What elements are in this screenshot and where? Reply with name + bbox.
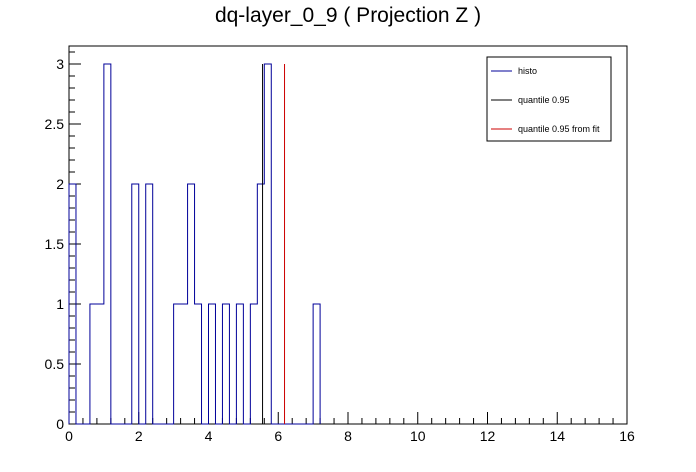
legend-entry-label: quantile 0.95 from fit (518, 124, 600, 134)
chart-title: dq-layer_0_9 ( Projection Z ) (214, 4, 482, 27)
axes: 0 2 4 6 8 10 12 14 16 0 0.5 1 1.5 2 2.5 3 (45, 45, 635, 444)
y-tick-label: 1 (56, 296, 64, 312)
x-tick-label: 10 (410, 428, 426, 444)
x-tick-label: 12 (480, 428, 496, 444)
y-tick-label: 3 (56, 56, 64, 72)
y-tick-label: 0.5 (45, 356, 65, 372)
y-tick-label: 2.5 (45, 116, 65, 132)
y-tick-label: 2 (56, 176, 64, 192)
legend-entry-label: quantile 0.95 (518, 95, 570, 105)
legend-entry-label: histo (518, 66, 537, 76)
x-tick-label: 0 (65, 428, 73, 444)
x-tick-label: 8 (344, 428, 352, 444)
x-tick-label: 16 (619, 428, 635, 444)
legend: histo quantile 0.95 quantile 0.95 from fit (486, 56, 612, 142)
series-layer (68, 63, 321, 425)
x-tick-label: 14 (549, 428, 565, 444)
x-tick-label: 4 (205, 428, 213, 444)
y-tick-label: 1.5 (45, 236, 65, 252)
y-tick-label: 0 (56, 416, 64, 432)
x-tick-label: 2 (135, 428, 143, 444)
x-tick-label: 6 (274, 428, 282, 444)
series-histo (68, 63, 321, 425)
